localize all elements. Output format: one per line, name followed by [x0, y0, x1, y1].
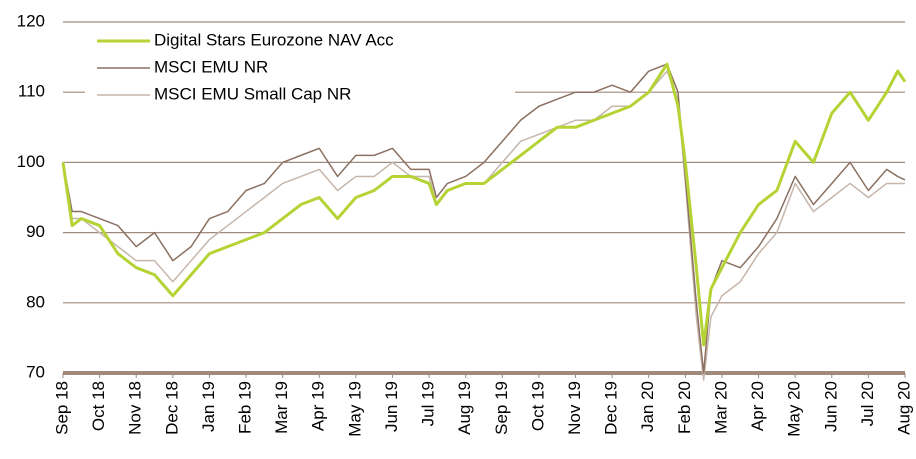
x-tick-label: Jul 19: [419, 381, 438, 426]
x-tick-label: Apr 20: [748, 381, 767, 431]
x-tick-label: Sep 19: [492, 381, 511, 435]
x-tick-label: Mar 19: [272, 381, 291, 434]
x-tick-label: Jun 19: [382, 381, 401, 432]
y-tick-label: 120: [17, 11, 45, 30]
legend-label: MSCI EMU NR: [154, 57, 268, 76]
x-tick-label: Jan 20: [638, 381, 657, 432]
x-tick-label: Sep 18: [52, 381, 71, 435]
x-tick-label: Aug 20: [894, 381, 913, 435]
x-tick-label: Apr 19: [309, 381, 328, 431]
x-tick-label: Nov 19: [565, 381, 584, 435]
x-tick-label: Oct 18: [89, 381, 108, 431]
x-tick-label: Nov 18: [126, 381, 145, 435]
y-tick-label: 90: [26, 222, 45, 241]
series-line: [62, 63, 906, 374]
x-tick-label: May 19: [345, 381, 364, 437]
y-tick-label: 110: [18, 82, 45, 101]
x-tick-label: Jun 20: [821, 381, 840, 432]
legend: Digital Stars Eurozone NAV Acc MSCI EMU N…: [85, 28, 515, 112]
legend-box: [85, 28, 515, 112]
x-tick-label: May 20: [785, 381, 804, 437]
series-line: [61, 62, 907, 347]
x-tick-label: Feb 19: [236, 381, 255, 434]
y-tick-label: 70: [26, 362, 45, 381]
legend-label: Digital Stars Eurozone NAV Acc: [154, 30, 394, 49]
x-tick-label: Feb 20: [675, 381, 694, 434]
x-tick-label: Dec 18: [162, 381, 181, 435]
y-tick-label: 80: [26, 292, 45, 311]
x-tick-label: Mar 20: [711, 381, 730, 434]
x-tick-label: Dec 19: [602, 381, 621, 435]
x-tick-label: Oct 19: [528, 381, 547, 431]
x-tick-label: Aug 19: [455, 381, 474, 435]
y-tick-label: 100: [17, 152, 45, 171]
x-tick-label: Jan 19: [199, 381, 218, 432]
x-tick-label: Jul 20: [858, 381, 877, 426]
series-line: [62, 70, 905, 381]
legend-label: MSCI EMU Small Cap NR: [154, 84, 351, 103]
